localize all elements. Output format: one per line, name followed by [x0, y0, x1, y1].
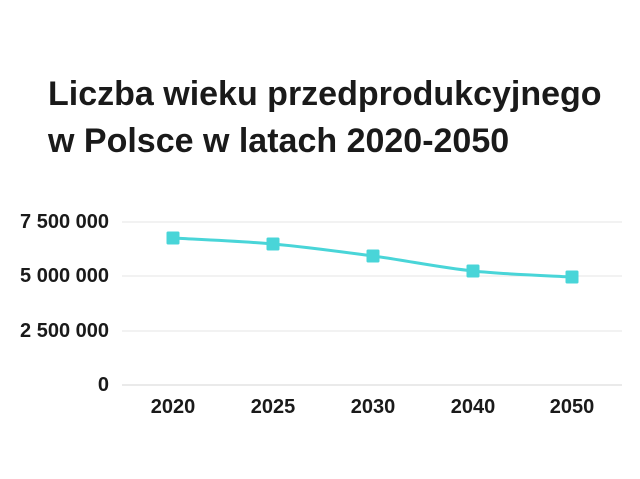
svg-text:7 500 000: 7 500 000: [20, 211, 109, 233]
svg-text:2050: 2050: [550, 396, 595, 418]
svg-text:2040: 2040: [451, 396, 496, 418]
svg-text:2025: 2025: [251, 396, 296, 418]
svg-text:2020: 2020: [151, 396, 196, 418]
svg-text:2 500 000: 2 500 000: [20, 320, 109, 342]
svg-text:5 000 000: 5 000 000: [20, 265, 109, 287]
svg-text:0: 0: [98, 374, 109, 396]
svg-text:2030: 2030: [351, 396, 396, 418]
